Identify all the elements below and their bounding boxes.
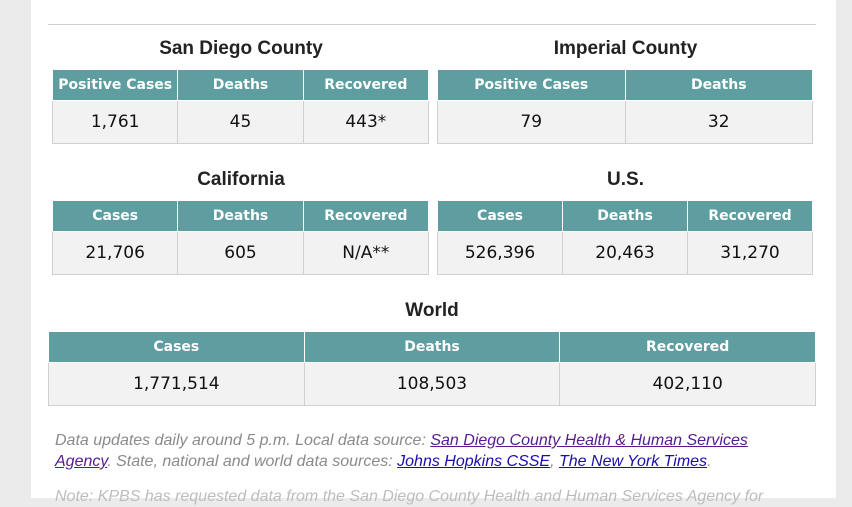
note-sep: ,: [550, 453, 559, 470]
imperial-table: Positive Cases Deaths 79 32: [437, 69, 813, 144]
us-header-cases: Cases: [437, 200, 563, 232]
california-header-deaths: Deaths: [177, 200, 304, 232]
sandiego-table: Positive Cases Deaths Recovered 1,761 45…: [51, 69, 430, 144]
california-recovered: N/A**: [302, 231, 430, 275]
data-source-note: Data updates daily around 5 p.m. Local d…: [55, 430, 805, 472]
sandiego-header-deaths: Deaths: [177, 69, 304, 101]
note-end: .: [707, 453, 712, 470]
note-mid: . State, national and world data sources…: [107, 453, 398, 470]
imperial-header-cases: Positive Cases: [437, 69, 626, 101]
world-header-recovered: Recovered: [559, 331, 816, 363]
california-header-cases: Cases: [51, 200, 179, 232]
california-cases: 21,706: [51, 231, 179, 275]
sandiego-cases: 1,761: [51, 100, 179, 144]
us-recovered: 31,270: [687, 231, 813, 275]
link-johns-hopkins[interactable]: Johns Hopkins CSSE: [397, 453, 551, 470]
kpbs-note: Note: KPBS has requested data from the S…: [55, 488, 764, 505]
link-sd-county-hhsa[interactable]: San Diego County Health & Human Services…: [55, 432, 748, 470]
world-cases: 1,771,514: [48, 362, 305, 406]
world-title: World: [405, 300, 459, 321]
divider: [48, 24, 816, 25]
us-header-recovered: Recovered: [687, 200, 813, 232]
california-deaths: 605: [177, 231, 304, 275]
california-table: Cases Deaths Recovered 21,706 605 N/A**: [51, 200, 430, 275]
note-intro: Data updates daily around 5 p.m. Local d…: [55, 432, 431, 449]
imperial-header-deaths: Deaths: [624, 69, 813, 101]
world-header-cases: Cases: [48, 331, 305, 363]
california-title: California: [197, 169, 285, 190]
sandiego-deaths: 45: [177, 100, 304, 144]
california-header-recovered: Recovered: [302, 200, 430, 232]
us-title: U.S.: [607, 169, 644, 190]
world-table: Cases Deaths Recovered 1,771,514 108,503…: [48, 331, 816, 406]
sandiego-recovered: 443*: [302, 100, 430, 144]
us-deaths: 20,463: [562, 231, 688, 275]
world-recovered: 402,110: [559, 362, 816, 406]
imperial-deaths: 32: [624, 100, 813, 144]
us-cases: 526,396: [437, 231, 563, 275]
us-header-deaths: Deaths: [562, 200, 688, 232]
content-page: San Diego County Positive Cases Deaths R…: [31, 0, 836, 505]
us-table: Cases Deaths Recovered 526,396 20,463 31…: [437, 200, 813, 275]
sandiego-title: San Diego County: [159, 38, 323, 59]
link-nyt[interactable]: The New York Times: [559, 453, 708, 470]
world-deaths: 108,503: [303, 362, 561, 406]
world-header-deaths: Deaths: [303, 331, 561, 363]
imperial-cases: 79: [437, 100, 626, 144]
sandiego-header-cases: Positive Cases: [51, 69, 179, 101]
imperial-title: Imperial County: [553, 38, 698, 59]
sandiego-header-recovered: Recovered: [302, 69, 430, 101]
